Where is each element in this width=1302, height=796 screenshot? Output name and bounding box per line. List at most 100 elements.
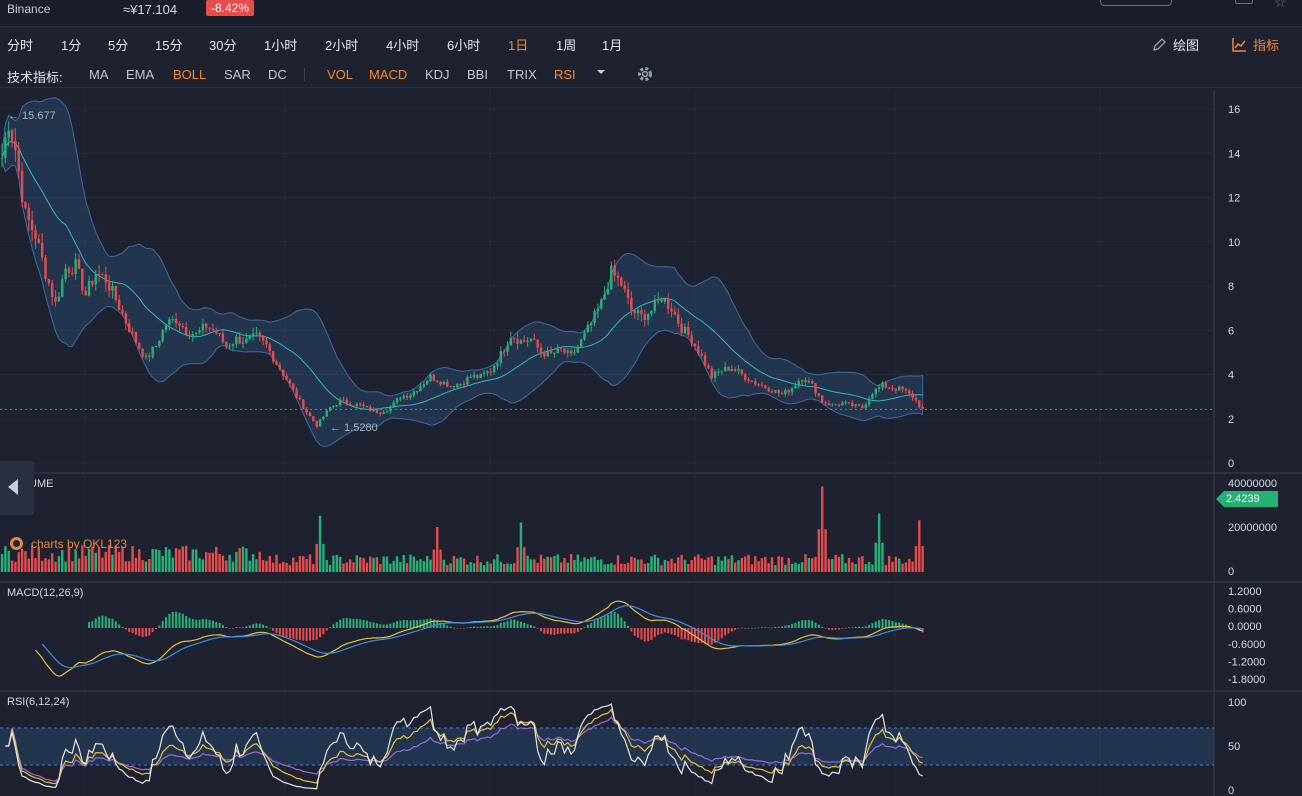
candle-body	[124, 313, 128, 324]
indicator-kdj[interactable]: KDJ	[425, 67, 450, 82]
volume-bar	[623, 564, 626, 572]
macd-bar	[563, 628, 566, 634]
volume-bar	[660, 565, 663, 572]
indicator-sar[interactable]: SAR	[224, 67, 251, 82]
macd-bar	[232, 628, 234, 629]
macd-bar	[663, 628, 666, 633]
candle-body	[355, 403, 359, 406]
volume-bar	[342, 563, 345, 572]
candle-body	[824, 402, 827, 404]
volume-bar	[831, 559, 834, 572]
gear-icon[interactable]	[636, 65, 654, 86]
macd-bar	[111, 618, 114, 628]
volume-bar	[911, 561, 914, 572]
indicator-rsi[interactable]: RSI	[554, 67, 576, 82]
period-tab[interactable]: 4小时	[386, 38, 420, 53]
candle-body	[633, 310, 636, 314]
fullscreen-icon[interactable]	[1235, 0, 1253, 4]
indicator-macd[interactable]: MACD	[369, 67, 408, 82]
collapse-panel-button[interactable]	[0, 461, 34, 515]
macd-bar	[258, 623, 261, 628]
volume-bar	[84, 555, 87, 572]
volume-bar	[596, 559, 600, 572]
period-tab[interactable]: 1月	[602, 38, 623, 53]
period-tab[interactable]: 30分	[209, 38, 237, 53]
macd-bar	[523, 622, 526, 628]
volume-bar	[154, 549, 158, 572]
candle-body	[496, 363, 499, 367]
macd-bar	[265, 625, 268, 628]
candle-body	[867, 398, 871, 405]
volume-bar	[20, 548, 24, 572]
candle-body	[7, 130, 10, 138]
macd-bar	[617, 613, 619, 628]
volume-bar	[646, 563, 650, 572]
dropdown-caret-icon[interactable]	[596, 65, 606, 80]
volume-bar	[452, 555, 456, 572]
candle-body	[275, 361, 278, 365]
indicator-vol[interactable]: VOL	[327, 67, 354, 82]
candle-body	[292, 383, 295, 390]
volume-bar	[894, 556, 898, 572]
volume-bar	[419, 559, 422, 572]
candle-body	[208, 327, 211, 329]
volume-bar	[124, 561, 128, 572]
candle-body	[586, 325, 590, 333]
volume-bar	[282, 561, 285, 572]
star-icon[interactable]: ☆	[1274, 0, 1287, 10]
candle-body	[656, 299, 660, 301]
macd-bar	[861, 626, 864, 628]
macd-bar	[844, 627, 847, 629]
period-tab[interactable]: 1周	[556, 38, 577, 53]
macd-bar	[814, 622, 817, 628]
indicator-bbi[interactable]: BBI	[467, 67, 488, 82]
macd-bar	[848, 627, 850, 628]
indicator-ma[interactable]: MA	[89, 67, 109, 82]
volume-bar	[700, 558, 703, 572]
price-axis-tick: 10	[1228, 237, 1240, 249]
macd-bar	[278, 628, 281, 635]
volume-bar	[295, 562, 298, 572]
indicator-dc[interactable]: DC	[268, 67, 287, 82]
indicator-button[interactable]: 指标	[1232, 35, 1279, 54]
candle-body	[857, 404, 861, 406]
indicator-ema[interactable]: EMA	[126, 67, 155, 82]
period-tab[interactable]: 2小时	[325, 38, 359, 53]
candle-body	[0, 157, 4, 159]
candle-body	[573, 352, 576, 354]
macd-bar	[824, 628, 827, 629]
volume-bar	[389, 563, 392, 572]
macd-bar	[580, 628, 583, 630]
macd-bar	[114, 621, 117, 628]
macd-bar	[365, 620, 368, 628]
candle-body	[703, 355, 707, 366]
period-tab[interactable]: 15分	[155, 38, 183, 53]
period-tab[interactable]: 1小时	[264, 38, 298, 53]
volume-bar	[670, 558, 673, 572]
divider	[304, 68, 305, 81]
macd-bar	[817, 624, 820, 628]
period-tab-active[interactable]: 1日	[508, 38, 529, 53]
macd-bar	[670, 628, 673, 635]
top-control[interactable]	[1100, 0, 1172, 6]
candle-body	[365, 406, 369, 408]
indicator-boll[interactable]: BOLL	[173, 67, 207, 82]
draw-button[interactable]: 绘图	[1152, 35, 1199, 54]
exchange-name: Binance	[7, 2, 51, 16]
period-tab[interactable]: 6小时	[447, 38, 481, 53]
volume-bar	[877, 513, 881, 572]
period-tab[interactable]: 5分	[108, 38, 129, 53]
period-tab[interactable]: 1分	[61, 38, 82, 53]
candle-body	[784, 389, 787, 395]
volume-bar	[365, 562, 369, 572]
macd-bar	[734, 628, 737, 630]
candle-body	[178, 323, 181, 326]
volume-bar	[787, 558, 790, 572]
indicator-trix[interactable]: TRIX	[507, 67, 537, 82]
candle-body	[730, 369, 734, 372]
volume-bar	[496, 554, 499, 572]
volume-bar	[817, 529, 821, 572]
period-tab[interactable]: 分时	[7, 38, 34, 53]
